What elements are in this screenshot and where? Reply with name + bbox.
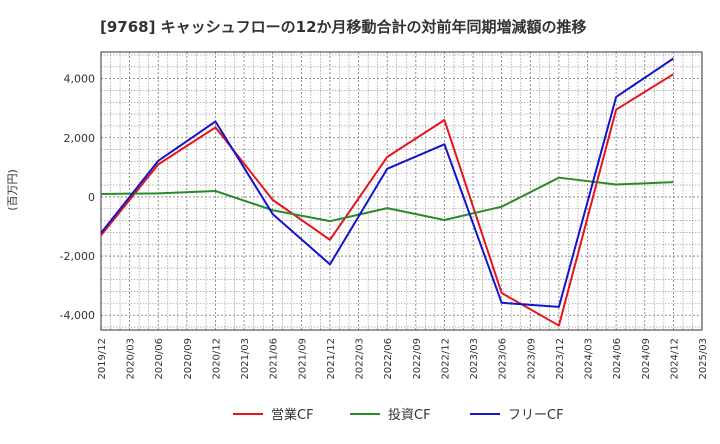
x-tick-label: 2024/09 xyxy=(641,338,652,380)
x-tick-label: 2021/12 xyxy=(326,338,337,380)
y-tick-label: -2,000 xyxy=(60,250,95,263)
x-tick-label: 2024/06 xyxy=(612,338,623,380)
x-tick-label: 2021/09 xyxy=(297,338,308,380)
legend-label: フリーCF xyxy=(508,408,564,423)
x-tick-label: 2023/09 xyxy=(526,338,537,380)
series-line-1 xyxy=(100,73,674,327)
y-tick-label: 0 xyxy=(88,191,95,204)
x-tick-label: 2023/03 xyxy=(469,338,480,380)
x-tick-label: 2022/09 xyxy=(412,338,423,380)
x-tick-label: 2020/03 xyxy=(126,338,137,380)
x-tick-label: 2020/12 xyxy=(211,338,222,380)
legend-label: 投資CF xyxy=(388,407,431,423)
x-tick-label: 2024/12 xyxy=(669,338,680,380)
x-tick-label: 2023/06 xyxy=(498,338,509,380)
y-tick-label: 2,000 xyxy=(64,132,96,145)
legend: 営業CF 投資CF フリーCF xyxy=(233,407,564,423)
plot-area: -4,000 -2,000 0 2,000 4,000 2019/12 2020/03 202… xyxy=(60,51,709,380)
x-tick-label: 2022/12 xyxy=(440,338,451,380)
series-line-3 xyxy=(100,57,674,308)
x-tick-label: 2021/03 xyxy=(240,338,251,380)
x-tick-label: 2022/06 xyxy=(383,338,394,380)
x-tick-label: 2020/09 xyxy=(183,338,194,380)
x-tick-label: 2023/12 xyxy=(555,338,566,380)
chart-title: [9768] キャッシュフローの12か月移動合計の対前年同期増減額の推移 xyxy=(100,18,587,36)
plot-background xyxy=(101,52,702,330)
y-tick-label: -4,000 xyxy=(60,309,95,322)
legend-label: 営業CF xyxy=(271,407,314,423)
y-tick-label: 4,000 xyxy=(64,73,96,86)
x-tick-label: 2025/03 xyxy=(698,338,709,380)
x-tick-label: 2022/03 xyxy=(355,338,366,380)
plot-border xyxy=(100,51,703,331)
x-tick-label: 2019/12 xyxy=(97,338,108,380)
x-tick-label: 2021/06 xyxy=(269,338,280,380)
y-axis-label: (百万円) xyxy=(6,169,19,211)
series-line-2 xyxy=(100,176,674,223)
x-tick-label: 2020/06 xyxy=(154,338,165,380)
x-tick-label: 2024/03 xyxy=(584,338,595,380)
